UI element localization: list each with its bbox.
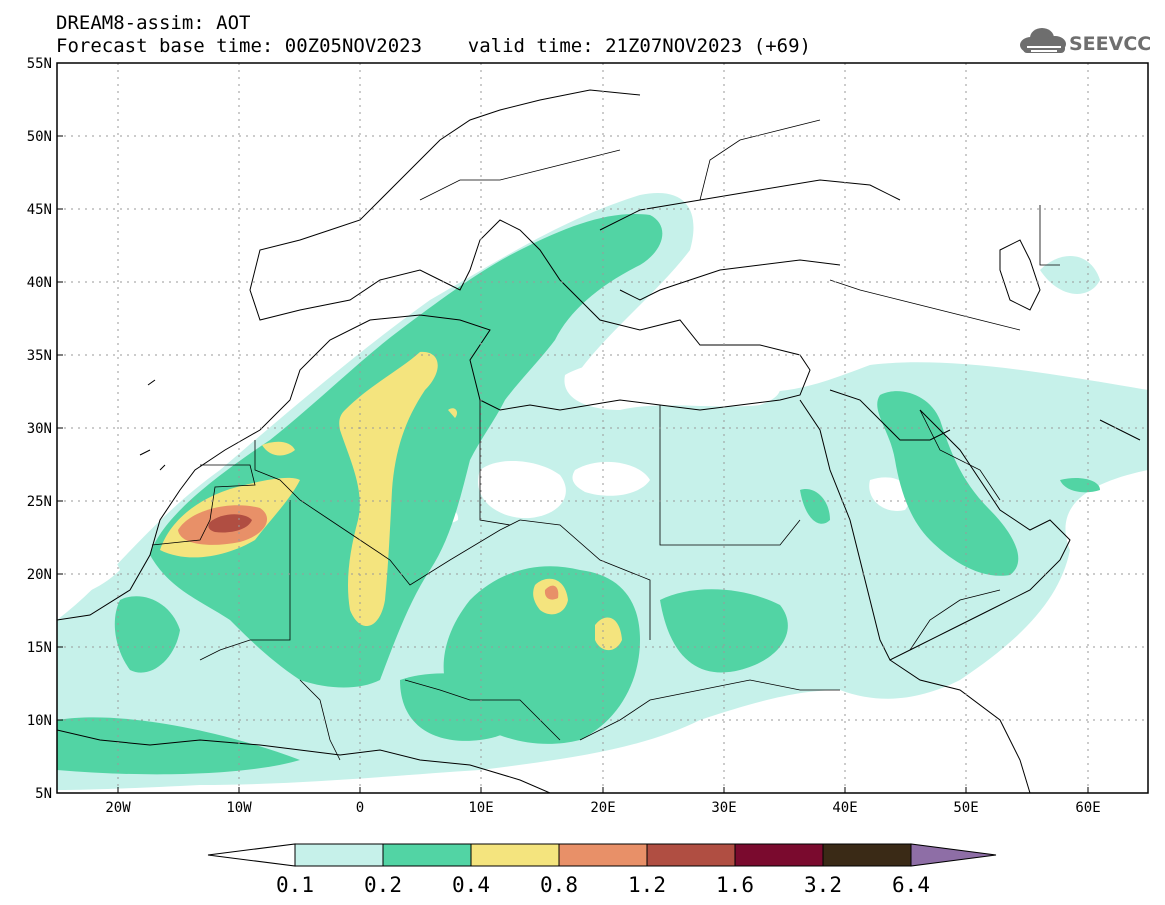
colorbar-label: 1.6 [716,873,754,897]
lat-label: 25N [27,494,52,510]
lat-label: 10N [27,713,52,729]
coastlines [57,89,1141,793]
colorbar-bin [646,843,736,867]
seevccc-logo: SEEVCCC [1020,28,1152,55]
lon-label: 50E [953,800,978,816]
lon-label: 10E [468,800,493,816]
lon-label: 30E [711,800,736,816]
lat-label: 50N [27,129,52,145]
lat-label: 15N [27,640,52,656]
colorbar-label: 0.4 [452,873,490,897]
forecast-times: Forecast base time: 00Z05NOV2023 valid t… [56,35,811,57]
colorbar-label: 1.2 [628,873,666,897]
lat-label: 45N [27,202,52,218]
colorbar-high-arrow [910,843,997,867]
colorbar-label: 3.2 [804,873,842,897]
lat-label: 5N [35,786,52,802]
lon-label: 40E [832,800,857,816]
lon-label: 10W [226,800,252,816]
colorbar-bin [558,843,648,867]
colorbar-label: 0.8 [540,873,578,897]
colorbar-bin [294,843,384,867]
grid-lines [57,63,1148,793]
colorbar-label: 6.4 [892,873,930,897]
colorbar [207,843,997,867]
lat-label: 35N [27,348,52,364]
lon-label: 20W [105,800,131,816]
lat-label: 20N [27,567,52,583]
lon-label: 0 [356,800,364,816]
colorbar-low-arrow [207,843,296,867]
colorbar-label: 0.2 [364,873,402,897]
lon-label: 60E [1075,800,1100,816]
longitude-labels: 20W 10W 0 10E 20E 30E 40E 50E 60E [105,800,1100,816]
map-title: DREAM8-assim: AOT [56,12,251,34]
lat-label: 40N [27,275,52,291]
lat-label: 30N [27,421,52,437]
logo-text: SEEVCCC [1069,33,1152,55]
colorbar-labels: 0.1 0.2 0.4 0.8 1.2 1.6 3.2 6.4 [276,873,930,897]
lon-label: 20E [590,800,615,816]
cloud-icon [1020,28,1066,53]
colorbar-bin [470,843,560,867]
colorbar-label: 0.1 [276,873,314,897]
colorbar-bin [734,843,824,867]
colorbar-bin [382,843,472,867]
latitude-labels: 55N 50N 45N 40N 35N 30N 25N 20N 15N 10N … [27,56,52,802]
tick-marks [57,62,1089,793]
lat-label: 55N [27,56,52,72]
aot-level-0-2 [57,214,1100,775]
colorbar-bin [822,843,912,867]
aot-level-1-2 [208,514,252,533]
